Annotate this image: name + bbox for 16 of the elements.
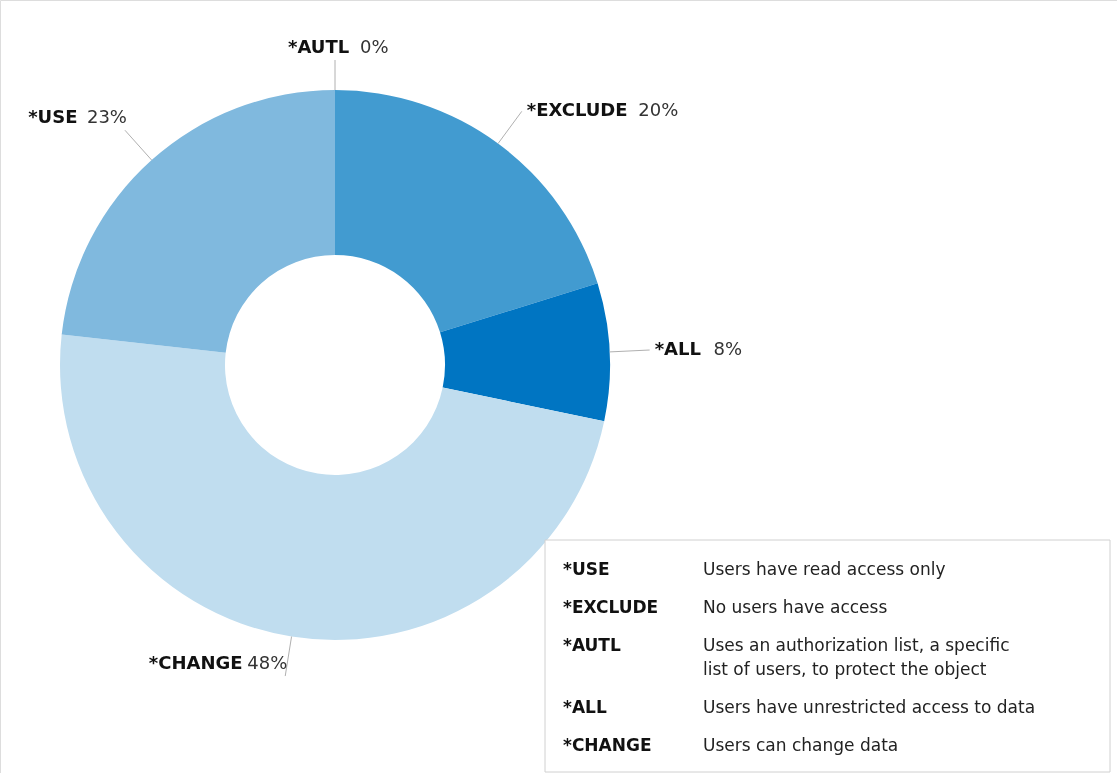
slice-label: *ALL [654, 338, 701, 360]
text: 0% [360, 36, 389, 57]
data-label: 20% [638, 99, 679, 121]
text: *AUTL Uses an authorization list, a specific list of users, to protect the object [563, 635, 1010, 679]
slice-label: *USE [28, 106, 78, 128]
text: *CHANGE Users can change data [563, 735, 899, 755]
text: *USE Users have read access only [563, 559, 946, 579]
text: *EXCLUDE No users have access [563, 597, 888, 617]
data-label: 8% [713, 338, 743, 360]
slice-label: *CHANGE [148, 652, 243, 674]
data-label: 48% [247, 652, 288, 674]
category-label: *AUTL [288, 36, 350, 57]
data-label: 23% [86, 106, 127, 128]
text: *ALL Users have unrestricted access to data [563, 697, 1036, 717]
slice-label: *EXCLUDE [526, 99, 628, 121]
donut-slice [440, 283, 610, 422]
